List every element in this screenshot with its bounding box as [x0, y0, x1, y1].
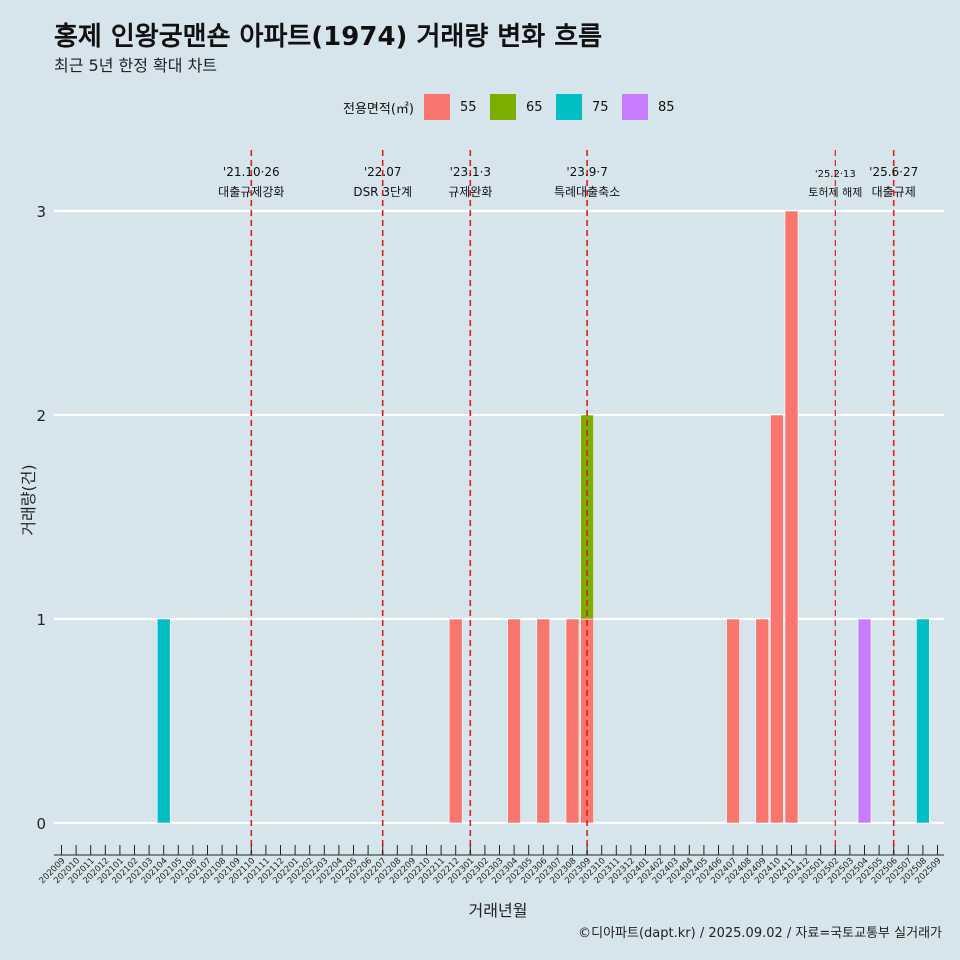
event-label-202301: 규제완화 [448, 185, 492, 199]
bar-55-202407 [726, 618, 740, 824]
bar-85-202504 [857, 618, 872, 824]
legend-swatch-75 [555, 94, 582, 120]
event-label-202207: DSR 3단계 [353, 185, 412, 199]
legend-item-75: 75 [555, 94, 612, 120]
bar-55-202306 [536, 618, 551, 824]
legend-title: 전용면적(㎡) [343, 101, 414, 117]
bar-55-202411 [784, 210, 799, 824]
event-date-202506: '25.6·27 [869, 165, 918, 179]
event-date-202301: '23.1·3 [450, 165, 491, 179]
legend-label-85: 85 [657, 99, 675, 115]
chart-subtitle: 최근 5년 한정 확대 차트 [54, 56, 218, 75]
event-date-202207: '22.07 [364, 165, 402, 179]
bar-55-202212 [448, 618, 463, 824]
bar-75-202104 [156, 618, 171, 824]
x-axis-title: 거래년월 [469, 901, 528, 920]
bar-75-202508 [916, 618, 930, 824]
bar-55-202409 [755, 618, 770, 824]
event-label-202502: 토허제 해제 [808, 185, 862, 199]
y-tick-label-2: 2 [36, 407, 46, 425]
caption: ©디아파트(dapt.kr) / 2025.09.02 / 자료=국토교통부 실… [578, 926, 942, 941]
legend-swatch-55 [423, 94, 450, 120]
y-tick-label-3: 3 [36, 203, 46, 221]
legend-swatch-85 [621, 94, 648, 120]
legend-swatch-65 [489, 94, 516, 120]
legend-item-55: 55 [423, 94, 480, 120]
y-tick-label-1: 1 [36, 611, 46, 629]
event-label-202309: 특례대출축소 [554, 185, 620, 199]
event-date-202502: '25.2·13 [815, 169, 856, 180]
bar-55-202410 [770, 414, 784, 824]
legend-label-75: 75 [591, 99, 609, 115]
legend-label-65: 65 [525, 99, 543, 115]
event-date-202309: '23.9·7 [566, 165, 607, 179]
legend-item-85: 85 [621, 94, 678, 120]
event-label-202506: 대출규제 [872, 185, 916, 199]
legend-item-65: 65 [489, 94, 546, 120]
event-date-202110: '21.10·26 [223, 165, 280, 179]
legend-label-55: 55 [459, 99, 477, 115]
legend: 전용면적(㎡) 55 65 75 85 [343, 93, 688, 121]
y-tick-label-0: 0 [36, 815, 46, 833]
event-label-202110: 대출규제강화 [218, 185, 284, 199]
chart-title: 홍제 인왕궁맨숀 아파트(1974) 거래량 변화 흐름 [54, 22, 603, 52]
y-axis-title: 거래량(건) [19, 464, 38, 535]
bar-55-202308 [565, 618, 580, 824]
bar-55-202304 [507, 618, 521, 824]
